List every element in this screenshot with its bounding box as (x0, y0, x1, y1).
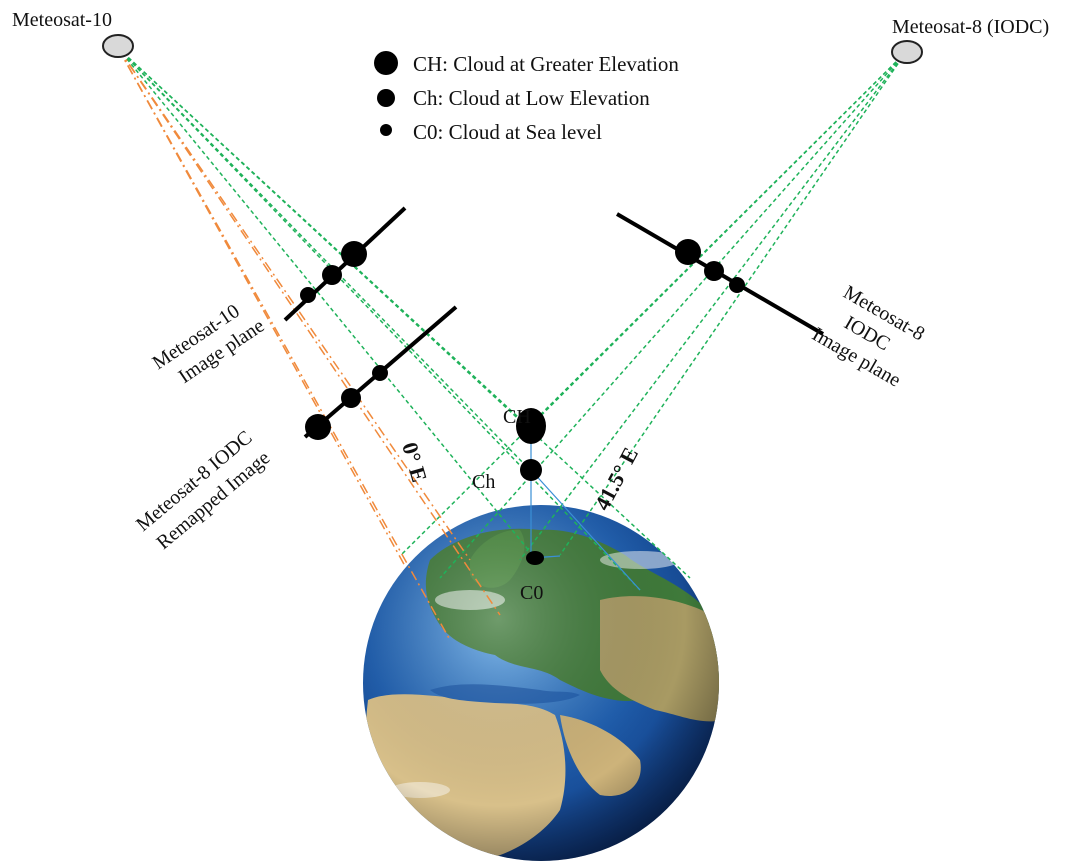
meteosat-10-satellite-icon (102, 34, 134, 58)
plane-cloud-Ch (322, 265, 342, 285)
label-C0: C0 (520, 582, 543, 604)
legend-item-CH: CH: Cloud at Greater Elevation (413, 52, 679, 76)
meteosat-10-plane-label: Meteosat-10 Image plane (148, 300, 268, 388)
svg-text:0° E: 0° E (397, 439, 432, 484)
iodc-longitude-label: 41.5° E (589, 443, 643, 514)
meteosat-8-satellite-icon (891, 40, 923, 64)
meteosat-10-label: Meteosat-10 (12, 9, 112, 31)
legend-dot-large (374, 51, 398, 75)
meteosat-8-image-plane (615, 212, 825, 336)
legend: CH: Cloud at Greater Elevation Ch: Cloud… (374, 51, 679, 144)
cloud-C0 (526, 551, 544, 565)
remapped-cloud-C0 (372, 365, 388, 381)
legend-item-C0: C0: Cloud at Sea level (413, 120, 602, 144)
remapped-image-plane (303, 305, 458, 440)
cloud-Ch (520, 459, 542, 481)
plane-cloud-C0 (300, 287, 316, 303)
atmosphere-clouds (516, 408, 546, 565)
meteosat-10-view-rays (117, 47, 691, 591)
remapped-cloud-CH (305, 414, 331, 440)
meteosat-8-view-rays (399, 51, 907, 579)
label-CH: CH (503, 406, 531, 428)
legend-item-Ch: Ch: Cloud at Low Elevation (413, 86, 650, 110)
label-Ch: Ch (472, 471, 495, 493)
meteosat-8-label: Meteosat-8 (IODC) (892, 16, 1049, 38)
plane-cloud-CH (341, 241, 367, 267)
legend-dot-medium (377, 89, 395, 107)
zero-east-label: 0° E (397, 439, 432, 484)
remapped-plane-label: Meteosat-8 IODC Remapped Image (132, 427, 274, 554)
earth-globe (363, 505, 719, 861)
meteosat-10-image-plane (283, 206, 407, 322)
remapped-cloud-Ch (341, 388, 361, 408)
m8-plane-cloud-CH (675, 239, 701, 265)
meteosat-8-plane-label: Meteosat-8 IODC Image plane (808, 281, 928, 391)
legend-dot-small (380, 124, 392, 136)
svg-text:41.5° E: 41.5° E (589, 443, 643, 514)
zero-east-rays (117, 47, 501, 641)
cloud-CH (516, 408, 546, 444)
m8-plane-cloud-C0 (729, 277, 745, 293)
m8-plane-cloud-Ch (704, 261, 724, 281)
